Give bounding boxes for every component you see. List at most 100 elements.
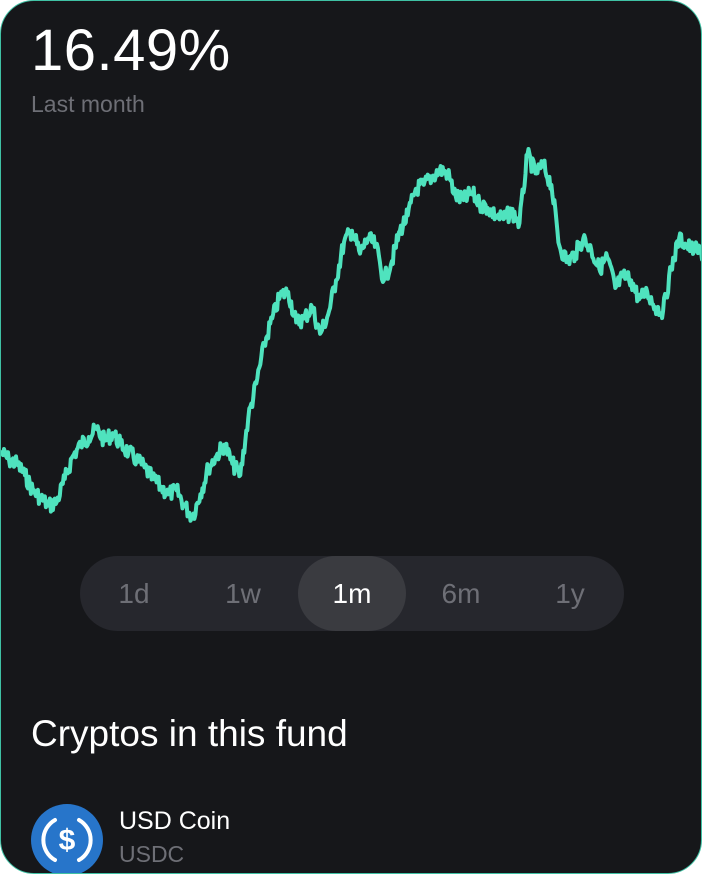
coin-symbol: USDC: [119, 841, 185, 867]
data-point: [160, 486, 162, 488]
data-point: [311, 306, 313, 308]
data-point: [64, 478, 66, 480]
data-point: [239, 474, 241, 476]
data-point: [670, 268, 672, 270]
data-point: [455, 195, 457, 197]
data-point: [271, 318, 273, 320]
data-point: [72, 455, 74, 457]
data-point: [104, 440, 106, 442]
usdc-coin-icon: $: [31, 804, 103, 873]
section-title: Cryptos in this fund: [31, 713, 348, 754]
data-point: [566, 260, 568, 262]
data-point: [367, 237, 369, 239]
data-point: [598, 268, 600, 270]
performance-value: 16.49%: [31, 18, 231, 83]
data-point: [128, 451, 130, 453]
data-point: [654, 306, 656, 308]
coin-name: USD Coin: [119, 807, 231, 835]
data-point: [263, 344, 265, 346]
data-point: [423, 184, 425, 186]
data-point: [447, 172, 449, 174]
data-point: [439, 169, 441, 171]
data-point: [471, 192, 473, 194]
data-point: [56, 501, 58, 503]
range-tab-1d[interactable]: 1d: [80, 556, 188, 631]
data-point: [527, 153, 529, 155]
data-point: [24, 474, 26, 476]
chart-marks: [1, 147, 701, 523]
data-point: [590, 249, 592, 251]
data-point: [407, 214, 409, 216]
data-point: [192, 516, 194, 518]
data-point: [495, 214, 497, 216]
data-point: [176, 489, 178, 491]
crypto-list-item[interactable]: $ USD Coin USDC: [31, 801, 671, 873]
data-point: [351, 230, 353, 232]
data-point: [399, 230, 401, 232]
data-point: [16, 463, 18, 465]
data-point: [136, 459, 138, 461]
data-point: [199, 493, 201, 495]
data-point: [287, 291, 289, 293]
data-point: [375, 245, 377, 247]
data-point: [8, 459, 10, 461]
data-point: [535, 172, 537, 174]
data-point: [247, 417, 249, 419]
range-tab-1y[interactable]: 1y: [516, 556, 624, 631]
data-point: [622, 276, 624, 278]
data-point: [279, 295, 281, 297]
data-point: [479, 203, 481, 205]
data-point: [303, 318, 305, 320]
data-point: [231, 463, 233, 465]
data-point: [638, 298, 640, 300]
data-point: [319, 333, 321, 335]
data-point: [550, 184, 552, 186]
data-point: [678, 237, 680, 239]
data-point: [630, 279, 632, 281]
data-point: [223, 444, 225, 446]
data-point: [558, 245, 560, 247]
data-point: [207, 467, 209, 469]
data-point: [543, 165, 545, 167]
data-point: [503, 218, 505, 220]
data-point: [646, 291, 648, 293]
performance-period-caption: Last month: [31, 91, 145, 117]
data-point: [120, 444, 122, 446]
data-point: [614, 287, 616, 289]
data-point: [431, 176, 433, 178]
data-point: [215, 455, 217, 457]
data-point: [343, 241, 345, 243]
time-range-selector: 1d 1w 1m 6m 1y: [80, 556, 624, 631]
data-point: [112, 432, 114, 434]
data-point: [168, 493, 170, 495]
range-tab-1w[interactable]: 1w: [189, 556, 297, 631]
data-point: [48, 505, 50, 507]
data-point: [295, 321, 297, 323]
data-point: [255, 383, 257, 385]
range-tab-1m[interactable]: 1m: [298, 556, 406, 631]
data-point: [335, 279, 337, 281]
data-point: [152, 478, 154, 480]
data-point: [519, 222, 521, 224]
data-point: [383, 279, 385, 281]
data-point: [574, 253, 576, 255]
data-point: [511, 211, 513, 213]
data-point: [415, 188, 417, 190]
performance-chart: [1, 147, 701, 523]
data-point: [487, 207, 489, 209]
data-point: [606, 256, 608, 258]
data-point: [40, 497, 42, 499]
data-point: [582, 237, 584, 239]
data-point: [184, 505, 186, 507]
data-point: [144, 467, 146, 469]
series-line: [1, 147, 701, 523]
data-point: [80, 444, 82, 446]
data-point: [391, 260, 393, 262]
data-point: [96, 428, 98, 430]
data-point: [32, 489, 34, 491]
data-point: [686, 245, 688, 247]
data-point: [694, 249, 696, 251]
range-tab-6m[interactable]: 6m: [407, 556, 515, 631]
data-point: [463, 199, 465, 201]
